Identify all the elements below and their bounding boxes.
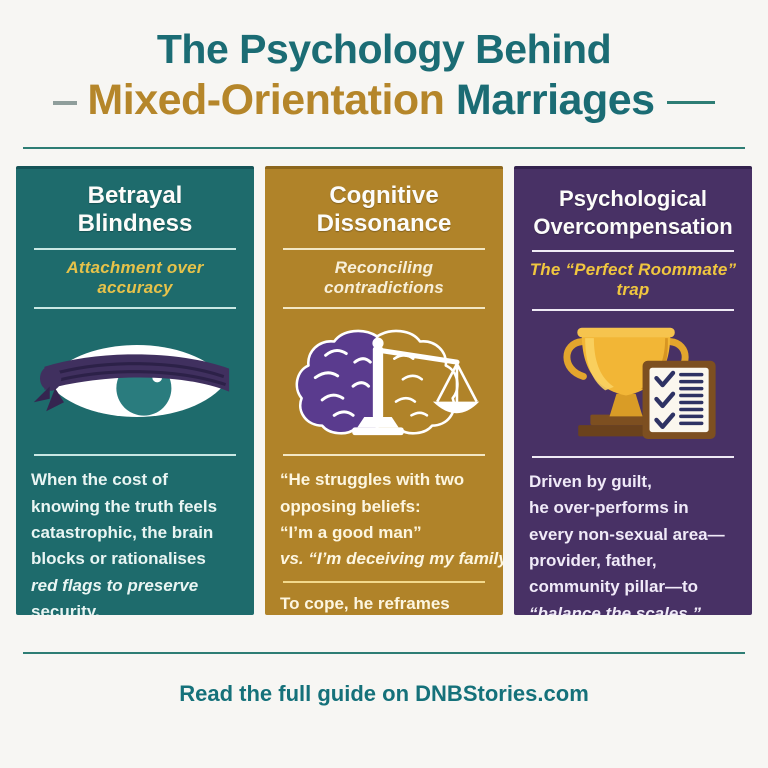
card-title: Cognitive Dissonance (316, 181, 452, 238)
card-illustration (529, 319, 737, 447)
card-divider (532, 249, 734, 252)
card-title: Betrayal Blindness (77, 181, 193, 238)
card-subtitle: Reconciling contradictions (324, 258, 444, 298)
card-divider (283, 248, 485, 251)
card-betrayal-blindness: Betrayal Blindness Attachment over accur… (16, 165, 254, 615)
footer-divider (23, 651, 745, 654)
page-title-accent: Mixed-Orientation (87, 76, 445, 125)
card-mid-divider (283, 580, 485, 583)
page-title-line1: The Psychology Behind (156, 26, 612, 72)
card-cognitive-dissonance: Cognitive Dissonance Reconciling contrad… (265, 165, 503, 615)
brain-scales-icon (295, 329, 480, 436)
page-title-rest: Marriages (455, 76, 655, 125)
card-quote-text: “He struggles with two opposing beliefs:… (280, 470, 503, 569)
card-illustration (31, 317, 239, 445)
footer-brand: DNBStories.com (415, 680, 589, 706)
card-psychological-overcompensation: Psychological Overcompensation The “Perf… (514, 165, 752, 615)
card-body-text: Driven by guilt, he over-performs in eve… (529, 471, 725, 615)
card-divider (283, 454, 485, 457)
card-divider (34, 307, 236, 310)
card-coping-text: To cope, he reframes the lie as protecti… (280, 593, 450, 613)
right-dash-ornament (666, 101, 715, 105)
card-divider (532, 455, 734, 458)
card-body-text: When the cost of knowing the truth feels… (31, 470, 218, 615)
card-illustration (280, 317, 488, 445)
footer-text: Read the full guide on (179, 680, 410, 706)
page-title-line2: Mixed-Orientation Marriages (0, 76, 768, 125)
header-divider (23, 146, 745, 149)
card-divider (34, 248, 236, 251)
card-subtitle: Attachment over accuracy (66, 258, 204, 298)
card-subtitle: The “Perfect Roommate” trap (529, 259, 737, 299)
card-divider (283, 307, 485, 310)
card-divider (532, 308, 734, 311)
cards-row: Betrayal Blindness Attachment over accur… (0, 165, 768, 615)
card-title: Psychological Overcompensation (533, 185, 733, 239)
footer: Read the full guide on DNBStories.com (0, 681, 768, 707)
left-dash-ornament (53, 100, 78, 105)
trophy-checklist-icon (563, 328, 716, 440)
header: The Psychology Behind Mixed-Orientation … (0, 0, 768, 149)
card-divider (34, 454, 236, 457)
blindfolded-eye-icon (33, 345, 230, 418)
